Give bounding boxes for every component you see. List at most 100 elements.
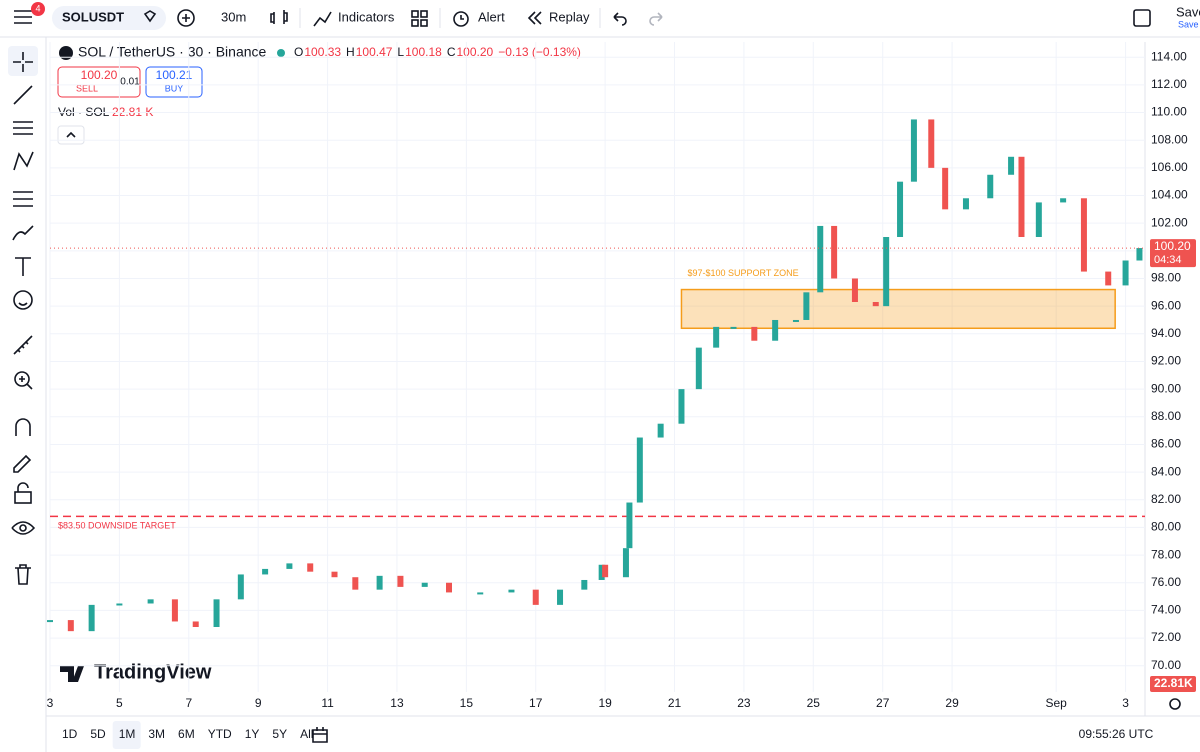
y-tick-label: 98.00 [1151, 271, 1181, 285]
lock-draw-tool[interactable] [13, 454, 32, 473]
ohlc-label: H [346, 45, 355, 59]
brush-tool[interactable] [12, 225, 34, 241]
fib-tool[interactable] [13, 121, 33, 135]
candle [352, 577, 359, 590]
watermark: TradingView [94, 661, 212, 683]
symbol-search[interactable] [52, 6, 166, 30]
y-tick-label: 88.00 [1151, 409, 1181, 423]
icon-tool[interactable] [13, 290, 33, 310]
candle [910, 119, 917, 182]
undo-button[interactable] [613, 12, 627, 26]
magnet-tool[interactable] [15, 418, 31, 436]
notification-count: 4 [35, 3, 40, 13]
volume-tag [1150, 676, 1196, 692]
sell-label: SELL [76, 83, 98, 93]
x-tick-label: 21 [668, 696, 682, 710]
settings-button[interactable] [1169, 698, 1181, 710]
collapse-icon [66, 131, 76, 138]
layout-button[interactable] [411, 10, 428, 27]
legend-title: SOL / TetherUS · 30 · Binance [78, 44, 267, 60]
indicators-button[interactable]: Indicators [338, 9, 395, 24]
zoom-tool[interactable] [14, 371, 33, 390]
range-button[interactable]: 6M [178, 727, 195, 741]
candle [192, 621, 199, 627]
ohlc-label: L [397, 45, 404, 59]
sell-price: 100.20 [81, 68, 118, 82]
x-tick-label: 19 [598, 696, 612, 710]
diamond-icon [143, 10, 157, 23]
candle [772, 319, 779, 341]
candle [116, 603, 123, 606]
candle [713, 326, 720, 348]
delete-tool[interactable] [15, 564, 31, 585]
candle [581, 579, 588, 590]
alert-button[interactable]: Alert [478, 9, 505, 24]
y-tick-label: 74.00 [1151, 603, 1181, 617]
chart-type-button[interactable] [270, 10, 288, 24]
menu-button[interactable] [14, 10, 32, 24]
candle [376, 575, 383, 590]
x-tick-label: 5 [116, 696, 123, 710]
candle [307, 563, 314, 572]
y-tick-label: 106.00 [1151, 160, 1188, 174]
projection-tool[interactable] [13, 191, 33, 207]
range-button[interactable]: 1M [119, 727, 136, 741]
range-active [112, 721, 141, 749]
range-button[interactable]: 5D [90, 727, 106, 741]
candle [803, 292, 810, 320]
crosshair-tool[interactable] [8, 46, 38, 76]
candle [1136, 248, 1143, 261]
candle [851, 278, 858, 302]
candle [831, 225, 838, 279]
candle [1008, 156, 1015, 175]
candle [67, 620, 74, 632]
y-tick-label: 112.00 [1151, 77, 1187, 91]
ohlc-value: 100.47 [356, 45, 393, 59]
range-button[interactable]: 5Y [272, 727, 287, 741]
x-tick-label: 7 [185, 696, 192, 710]
replay-button[interactable]: Replay [549, 9, 590, 24]
price-tag [1150, 239, 1196, 268]
x-tick-label: 23 [737, 696, 751, 710]
redo-button[interactable] [649, 12, 663, 26]
support-zone-label: $97-$100 SUPPORT ZONE [687, 268, 798, 278]
text-tool[interactable] [15, 257, 31, 276]
save-button[interactable]: Save [1176, 4, 1200, 19]
candle [751, 326, 758, 341]
collapse-legend[interactable] [57, 125, 85, 145]
buy-button[interactable] [145, 66, 203, 98]
candle [1080, 198, 1087, 272]
pattern-tool[interactable] [13, 151, 34, 171]
crosshair-icon [13, 52, 33, 72]
y-tick-label: 70.00 [1151, 658, 1181, 672]
range-button[interactable]: 3M [148, 727, 165, 741]
x-tick-label: 17 [529, 696, 543, 710]
y-tick-label: 110.00 [1151, 105, 1187, 119]
visibility-tool[interactable] [11, 521, 36, 535]
y-tick-label: 114.00 [1151, 49, 1187, 63]
measure-tool[interactable] [13, 335, 33, 355]
save-sub: Save [1178, 19, 1199, 29]
x-tick-label: Sep [1045, 696, 1067, 710]
candle [897, 181, 904, 237]
alert-icon [453, 11, 469, 27]
volume-tag-label: 22.81K [1154, 676, 1193, 690]
symbol[interactable]: SOLUSDT [62, 9, 124, 24]
fullscreen-button[interactable] [1133, 9, 1151, 27]
x-tick-label: 3 [1122, 696, 1129, 710]
trendline-tool[interactable] [13, 85, 33, 105]
buy-price: 100.21 [156, 68, 193, 82]
goto-date[interactable] [312, 727, 328, 743]
x-tick-label: 11 [321, 696, 334, 710]
plot: 70.00 72.00 74.00 76.00 78.00 80.00 82.00 84.00… [47, 42, 1196, 710]
range-button[interactable]: YTD [208, 727, 232, 741]
lock-tool[interactable] [14, 482, 32, 504]
interval[interactable]: 30m [221, 9, 246, 24]
ohlc-value: 100.18 [405, 45, 442, 59]
range-button[interactable]: 1Y [245, 727, 260, 741]
range-button[interactable]: 1D [62, 727, 78, 741]
compare-button[interactable] [177, 9, 195, 27]
ohlc-change: −0.13 (−0.13%) [498, 45, 581, 59]
range-button[interactable]: All [300, 727, 313, 741]
